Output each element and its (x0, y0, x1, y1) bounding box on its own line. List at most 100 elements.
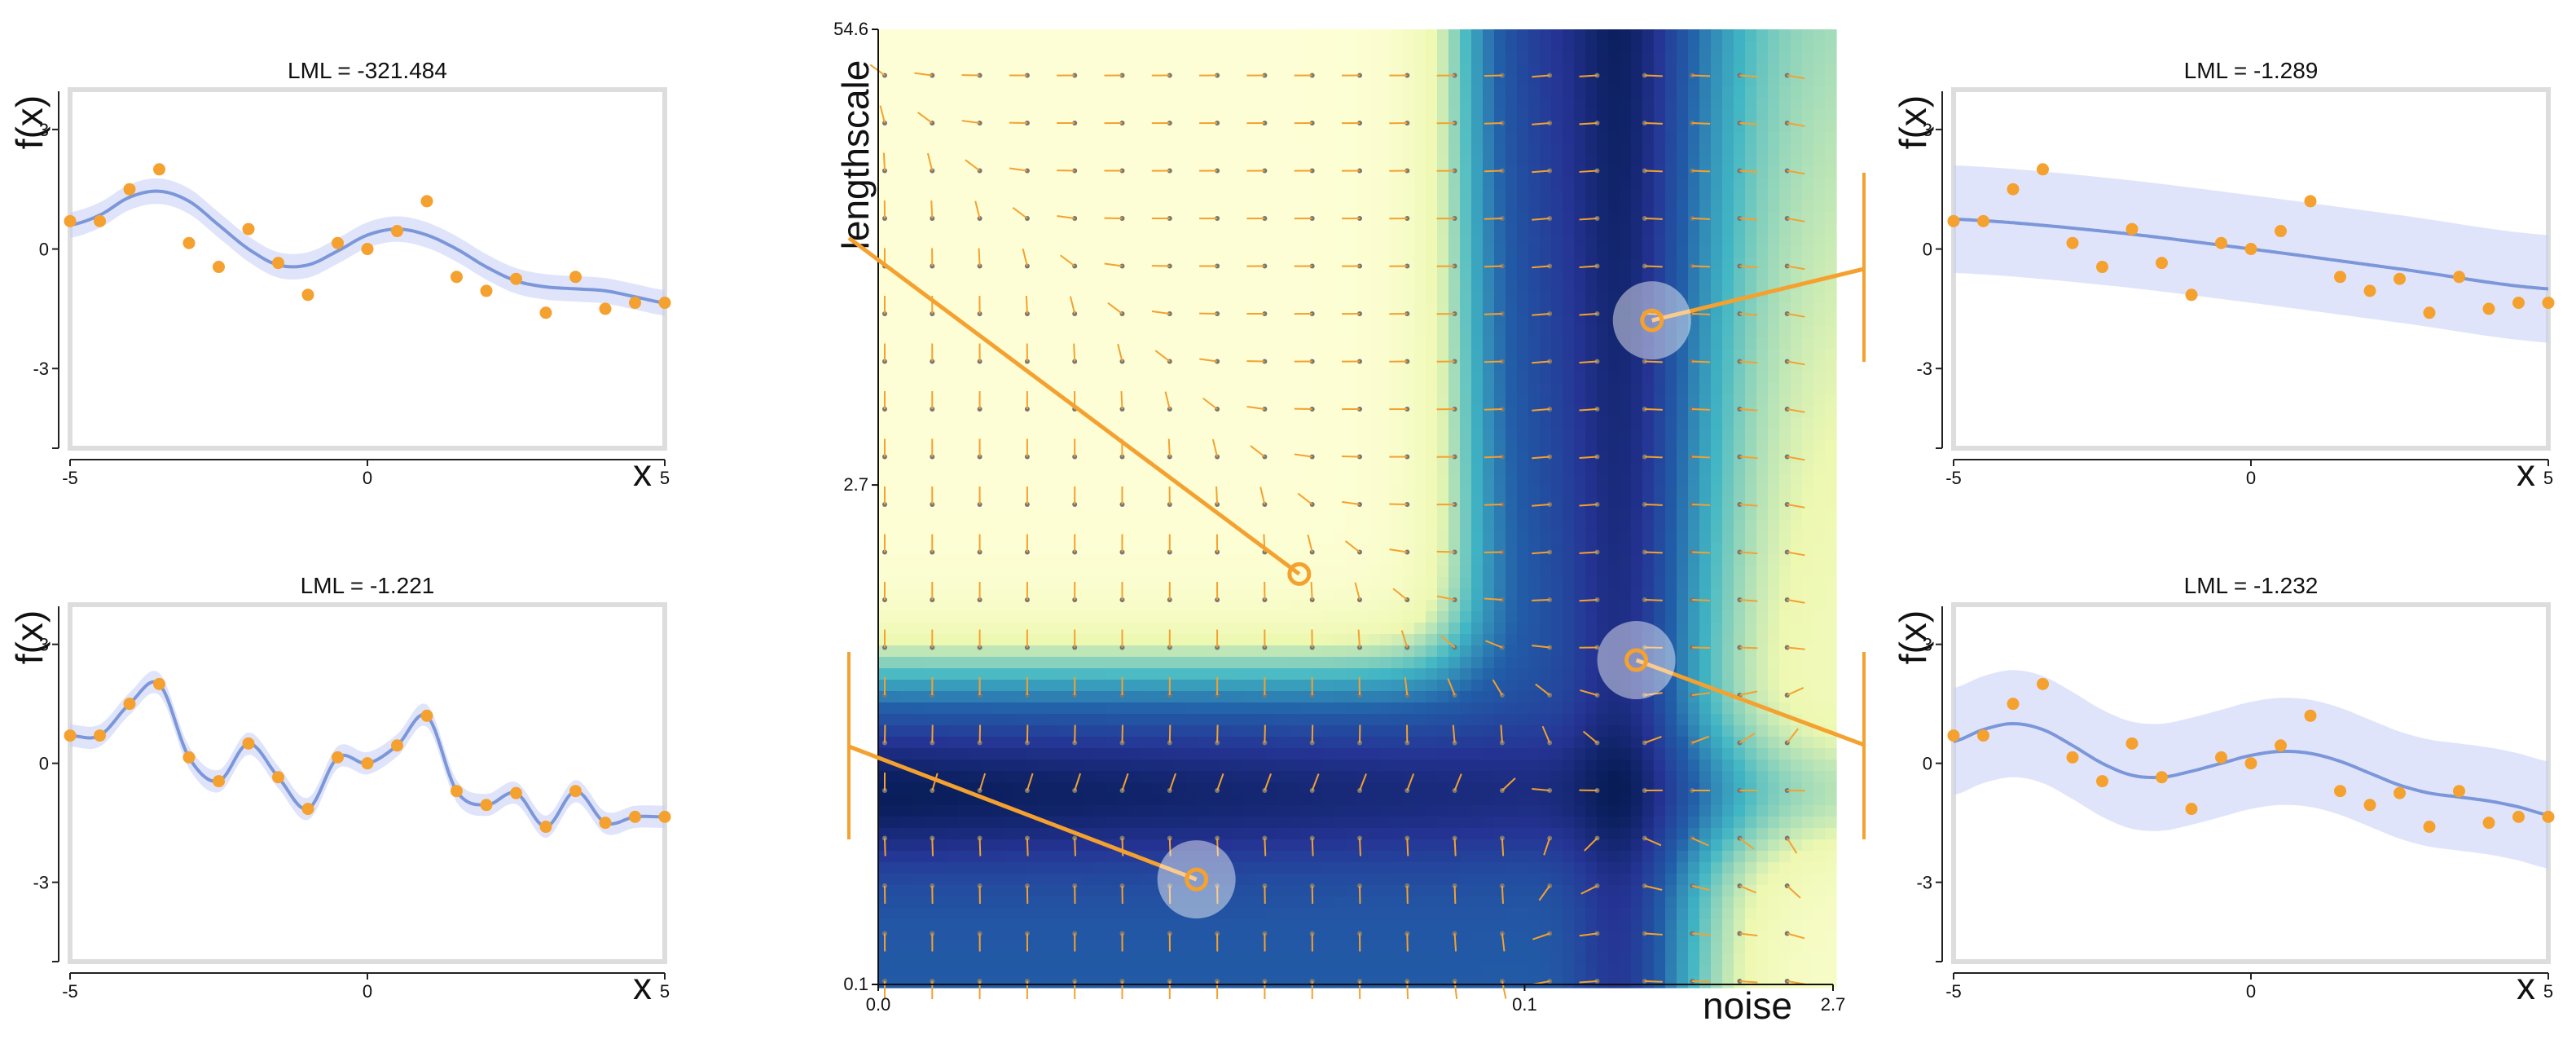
gradient-arrow (1644, 408, 1663, 411)
data-point (658, 297, 671, 310)
data-point (332, 236, 344, 249)
gradient-arrow (1202, 397, 1218, 410)
x-axis-label: x (633, 965, 652, 1007)
data-point (629, 297, 641, 310)
data-point (64, 214, 77, 227)
y-tick-label: -3 (33, 873, 49, 893)
gradient-arrow (1787, 408, 1805, 413)
gradient-arrow (1787, 313, 1805, 318)
data-point (153, 163, 165, 176)
data-point (480, 799, 493, 812)
gradient-arrow (1168, 838, 1172, 856)
data-point (272, 771, 284, 784)
gradient-arrow (1354, 582, 1361, 601)
gradient-arrow (978, 838, 982, 856)
gradient-arrow (1787, 885, 1801, 899)
hyperparameter-marker[interactable] (1287, 561, 1312, 586)
gradient-arrow (1739, 690, 1758, 696)
gradient-arrow (1359, 773, 1367, 791)
gradient-arrow (1579, 932, 1598, 937)
gradient-arrow (1250, 445, 1266, 458)
gradient-arrow (1057, 215, 1075, 219)
gradient-arrow (1532, 504, 1550, 507)
gradient-arrow (931, 838, 934, 856)
gradient-arrow (1532, 456, 1550, 460)
gradient-arrow (1691, 885, 1710, 892)
hyperparameter-marker[interactable] (1624, 648, 1649, 672)
data-point (2007, 183, 2020, 196)
plot-frame (68, 87, 667, 451)
gradient-arrow (1692, 360, 1711, 363)
gradient-arrow (1644, 837, 1662, 847)
gradient-arrow (1691, 735, 1710, 744)
heatmap-x-tick-label: 0.1 (1512, 994, 1537, 1015)
gradient-arrow (884, 838, 886, 856)
gradient-arrow (974, 200, 981, 219)
gradient-arrow (1787, 932, 1805, 940)
data-point (2125, 222, 2139, 236)
gradient-arrow (1404, 677, 1409, 696)
gradient-arrow (1532, 313, 1550, 316)
data-point (2304, 709, 2317, 722)
gradient-arrow (1484, 408, 1502, 411)
gradient-arrow (1739, 932, 1758, 937)
gradient-arrow (1579, 980, 1598, 984)
gradient-arrow (1787, 456, 1805, 461)
gradient-arrow (1532, 932, 1550, 940)
data-point (64, 729, 77, 742)
panel-title: LML = -1.232 (2184, 573, 2319, 598)
gradient-arrow (1447, 678, 1456, 696)
gradient-arrow (1484, 313, 1502, 315)
gradient-arrow (1644, 170, 1663, 173)
data-point (2185, 803, 2198, 816)
gradient-arrow (1787, 551, 1805, 557)
data-point (2096, 775, 2108, 788)
gradient-arrow (1739, 170, 1758, 174)
gradient-arrow (1168, 773, 1177, 791)
gradient-arrow (1644, 932, 1663, 936)
data-point (2394, 272, 2406, 285)
gradient-arrow (882, 152, 886, 171)
gradient-arrow (930, 200, 934, 219)
gradient-arrow (1692, 265, 1711, 268)
data-point (2125, 737, 2139, 750)
data-point (2542, 810, 2555, 823)
data-point (182, 236, 196, 249)
hyperparameter-marker[interactable] (1185, 867, 1209, 892)
gradient-arrow (1484, 265, 1502, 268)
gradient-arrow (1579, 599, 1598, 602)
gradient-arrow (1644, 360, 1663, 363)
y-tick-label: 0 (1923, 754, 1932, 774)
gradient-arrow (1739, 885, 1757, 894)
gradient-arrow (1492, 679, 1503, 696)
gradient-arrow (1692, 504, 1711, 506)
gradient-arrow (1739, 408, 1758, 412)
gradient-arrow (1692, 456, 1711, 459)
data-point (272, 257, 284, 270)
gradient-arrow (1392, 588, 1408, 601)
x-tick-label: 5 (660, 981, 670, 1002)
heatmap-x-tick-label: 0.0 (866, 994, 891, 1015)
data-point (242, 737, 255, 750)
gradient-arrow (1501, 933, 1506, 952)
heatmap-y-tick-label: 0.1 (843, 974, 868, 994)
data-point (510, 786, 522, 799)
gradient-arrow (1297, 492, 1313, 505)
data-point (123, 183, 136, 196)
gradient-arrow (1579, 504, 1598, 507)
gradient-arrow (1739, 456, 1758, 460)
gradient-arrow (1691, 692, 1711, 696)
gradient-arrow (914, 72, 933, 77)
hyperparameter-marker[interactable] (1640, 308, 1664, 332)
data-point (2363, 284, 2376, 297)
gradient-arrow (1342, 500, 1361, 505)
gradient-arrow (1117, 343, 1123, 362)
gradient-arrow (1692, 932, 1711, 936)
gradient-arrow (879, 105, 886, 124)
data-point (213, 775, 225, 788)
data-point (539, 821, 552, 834)
gradient-arrow (1151, 310, 1170, 315)
data-point (153, 677, 165, 690)
